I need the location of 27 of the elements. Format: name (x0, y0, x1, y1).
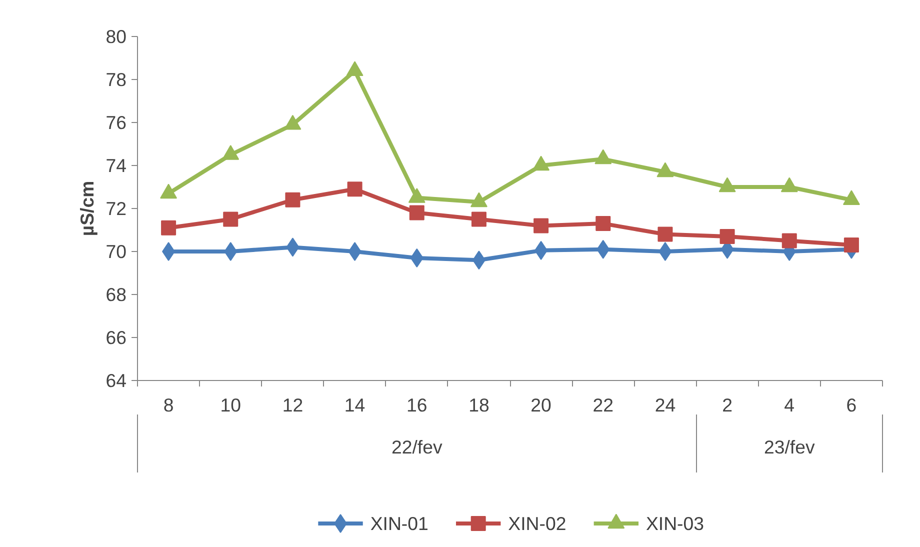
x-tick-label: 14 (344, 394, 366, 416)
y-tick-label: 64 (106, 370, 127, 391)
y-tick-label: 76 (106, 112, 127, 133)
text: 22/fev (391, 436, 443, 458)
x-tick-label: 2 (722, 394, 732, 416)
y-tick-label: 78 (106, 69, 127, 90)
legend-label: XIN-02 (508, 513, 566, 534)
y-axis-title: µS/cm (76, 180, 98, 236)
x-tick-label: 12 (282, 394, 304, 416)
x-tick-label: 10 (220, 394, 242, 416)
x-tick-label: 8 (163, 394, 174, 416)
x-tick-label: 18 (468, 394, 490, 416)
y-tick-label: 70 (106, 241, 127, 262)
x-tick-label: 24 (654, 394, 676, 416)
legend-label: XIN-01 (370, 513, 428, 534)
text: 23/fev (764, 436, 816, 458)
x-tick-label: 4 (784, 394, 795, 416)
x-tick-label: 6 (846, 394, 857, 416)
x-tick-label: 20 (530, 394, 552, 416)
y-tick-label: 74 (106, 155, 127, 176)
x-tick-label: 16 (406, 394, 428, 416)
x-tick-label: 22 (592, 394, 614, 416)
y-tick-label: 68 (106, 284, 127, 305)
y-tick-label: 80 (106, 26, 127, 47)
y-tick-label: 66 (106, 327, 127, 348)
legend-label: XIN-03 (646, 513, 704, 534)
y-tick-label: 72 (106, 198, 127, 219)
